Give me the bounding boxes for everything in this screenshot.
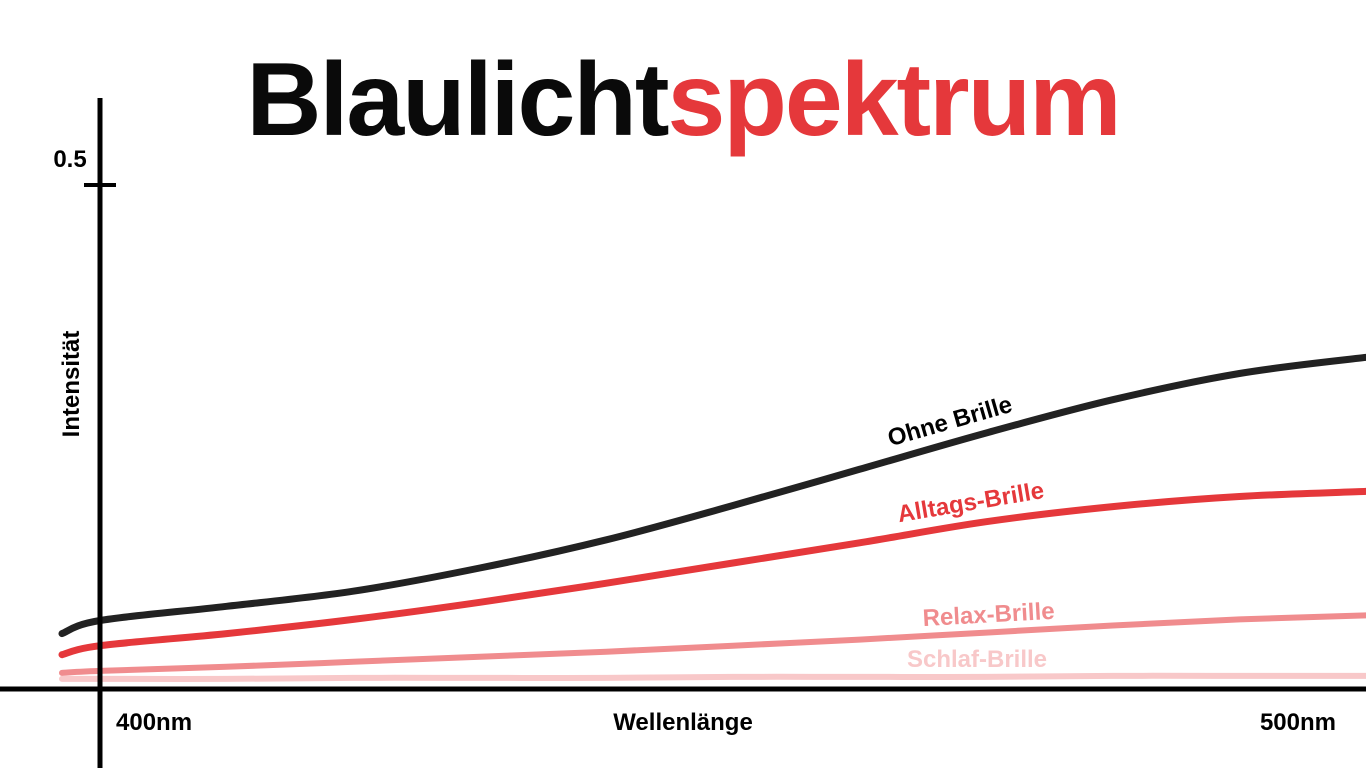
chart-title: Blaulichtspektrum [246,42,1119,158]
series-line-2 [58,487,1366,659]
series-line-4 [59,672,1366,682]
x-tick-label-end: 500nm [1260,709,1336,736]
chart-title-part-2: spektrum [668,42,1120,158]
series-label-4: Schlaf-Brille [907,646,1047,673]
y-axis-label: Intensität [58,331,85,438]
chart-title-part-1: Blaulicht [246,42,669,158]
series-line-3 [59,612,1366,676]
y-tick-label: 0.5 [53,146,86,173]
series-line-1 [58,353,1366,638]
series-layer: Schlaf-BrilleRelax-BrilleAlltags-BrilleO… [58,353,1366,682]
x-axis-label: Wellenlänge [613,709,753,736]
x-tick-label-start: 400nm [116,709,192,736]
